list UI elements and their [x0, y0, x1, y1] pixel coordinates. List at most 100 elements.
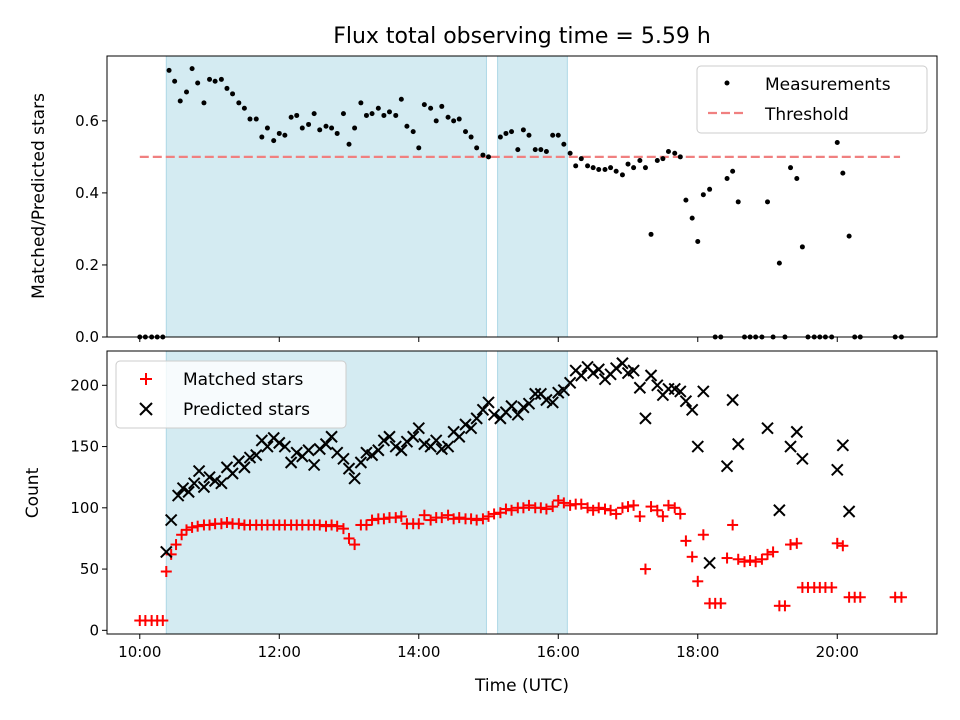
measurement-point [195, 80, 201, 86]
predicted-star-point [337, 452, 350, 466]
matched-star-point [657, 510, 669, 522]
x-tick-label: 14:00 [397, 643, 440, 661]
matched-star-point [448, 513, 460, 525]
matched-star-point [564, 499, 576, 511]
measurement-point [218, 76, 224, 82]
matched-star-point [488, 508, 500, 520]
matched-star-point [686, 551, 698, 563]
y-tick-label: 0 [89, 621, 99, 639]
measurement-point [212, 78, 218, 84]
x-tick-label: 18:00 [676, 643, 719, 661]
predicted-star-point [164, 513, 178, 527]
top-panel-legend: Measurements Threshold [696, 65, 928, 134]
matched-star-point [575, 498, 587, 510]
measurement-point [189, 66, 195, 72]
y-tick-label: 200 [70, 376, 99, 394]
matched-legend-marker [140, 373, 152, 385]
measurement-point [515, 147, 521, 153]
predicted-star-point [302, 444, 315, 457]
matched-star-point [176, 529, 188, 541]
matched-star-point [692, 575, 704, 587]
measurement-point [184, 89, 190, 95]
bottom-legend-box [115, 360, 347, 429]
measurement-point [520, 127, 526, 133]
matched-star-point [837, 540, 849, 552]
measurement-point [247, 116, 253, 122]
measurement-point [236, 100, 242, 106]
bottom-panel-y-ticks: 0 50 100 150 200 [70, 376, 107, 639]
matched-star-point [378, 513, 390, 525]
predicted-star-point [406, 430, 420, 443]
matched-star-point [639, 563, 651, 575]
matched-star-point [645, 501, 657, 513]
measurement-point [765, 199, 771, 205]
measurement-point [224, 85, 230, 91]
predicted-star-point [517, 401, 530, 414]
matched-star-point [320, 520, 332, 532]
predicted-star-point [476, 403, 490, 417]
measurement-point [735, 199, 741, 205]
predicted-star-point [459, 418, 472, 431]
measurement-point [660, 156, 666, 162]
predicted-star-point [430, 434, 443, 447]
measurement-point [596, 166, 602, 172]
measurement-point [480, 152, 486, 158]
measurement-point [456, 116, 462, 122]
predicted-star-point [176, 482, 190, 495]
predicted-star-point [412, 421, 425, 435]
measurement-point [428, 105, 434, 111]
matched-star-point [360, 519, 372, 531]
measurement-point [166, 67, 172, 73]
predicted-star-point [395, 444, 408, 457]
measurement-point [346, 141, 352, 147]
measurement-point [369, 111, 375, 117]
predicted-star-point [586, 366, 600, 380]
predicted-star-point [325, 430, 338, 443]
measurements-legend-label: Measurements [765, 75, 891, 95]
measurement-point [625, 161, 631, 167]
measurement-point [398, 96, 404, 102]
measurement-point [294, 112, 300, 118]
matched-star-point [523, 499, 535, 511]
matched-star-point [186, 521, 198, 533]
predicted-star-point [470, 412, 483, 425]
predicted-star-point [377, 434, 391, 447]
predicted-star-point [197, 480, 211, 494]
measurement-point [846, 233, 852, 239]
matched-star-point [791, 537, 803, 549]
measurement-point [561, 141, 567, 147]
predicted-star-point [773, 504, 786, 517]
measurement-point [602, 166, 608, 172]
measurement-point [463, 129, 469, 135]
top-panel-frame [106, 55, 938, 338]
measurement-point [543, 148, 549, 154]
measurement-point [834, 139, 840, 145]
matched-star-point [221, 517, 233, 529]
predicted-star-point [592, 363, 605, 376]
matched-star-point [477, 513, 489, 525]
measurement-point [776, 260, 782, 266]
y-tick-label: 50 [80, 560, 99, 578]
matched-star-point [593, 502, 605, 514]
predicted-star-point [226, 467, 239, 480]
measurement-point [672, 150, 678, 156]
matched-star-point [418, 509, 430, 521]
chart-title: Flux total observing time = 5.59 h [333, 24, 711, 49]
predicted-star-point [307, 458, 321, 472]
x-axis-label: Time (UTC) [474, 676, 569, 696]
predicted-star-point [187, 477, 201, 490]
predicted-star-point [796, 452, 809, 466]
predicted-star-point [511, 408, 525, 421]
measurement-point [695, 239, 701, 245]
predicted-star-point [453, 430, 466, 443]
predicted-star-point [278, 440, 292, 453]
predicted-star-point [284, 456, 298, 469]
predicted-star-point [703, 556, 716, 570]
predicted-star-point [831, 463, 844, 477]
measurement-point [445, 114, 451, 120]
top-legend-box [696, 65, 928, 134]
matched-star-point [483, 510, 495, 522]
measurement-point [590, 165, 596, 171]
matched-star-point [233, 518, 245, 530]
measurement-point [468, 134, 474, 140]
